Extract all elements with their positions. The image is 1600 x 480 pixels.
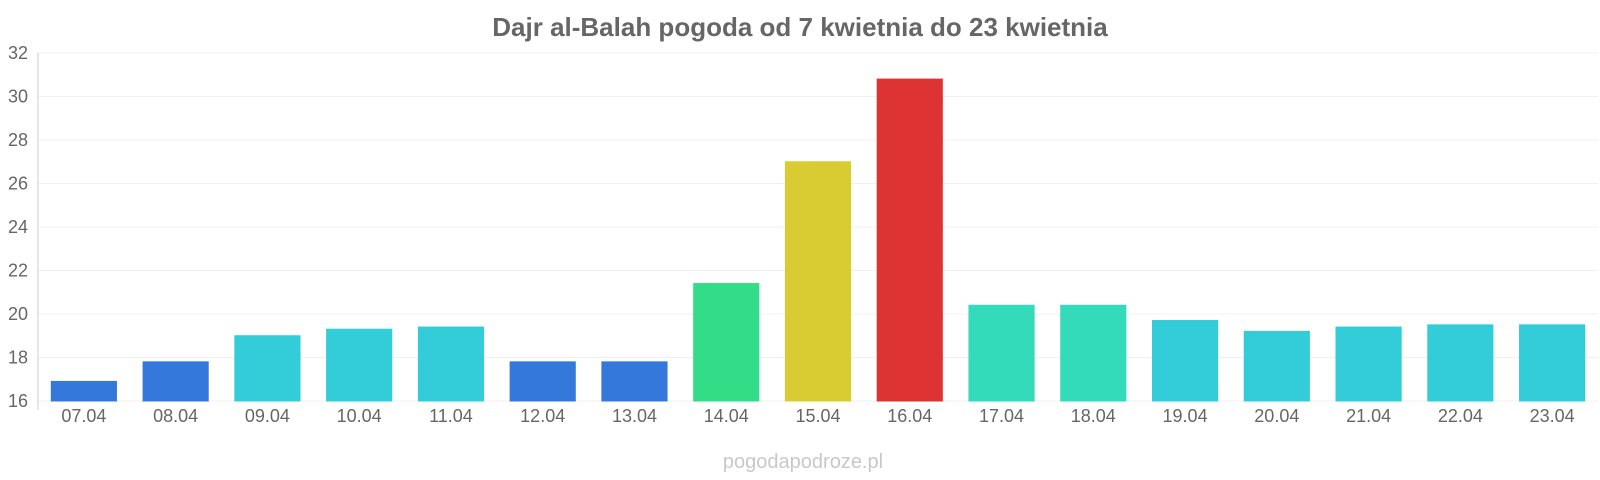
watermark: pogodapodroze.pl bbox=[723, 451, 883, 473]
y-tick-label: 20 bbox=[8, 304, 28, 324]
x-tick-label: 09.04 bbox=[245, 406, 290, 426]
x-tick-label: 08.04 bbox=[153, 406, 198, 426]
bar-21.04 bbox=[1335, 326, 1402, 402]
bar-18.04 bbox=[1060, 304, 1127, 402]
y-tick-label: 24 bbox=[8, 217, 28, 237]
x-tick-label: 20.04 bbox=[1254, 406, 1299, 426]
x-tick-label: 13.04 bbox=[612, 406, 657, 426]
bar-09.04 bbox=[234, 335, 301, 402]
bar-19.04 bbox=[1151, 320, 1219, 402]
x-tick-label: 11.04 bbox=[429, 406, 473, 426]
bar-20.04 bbox=[1243, 330, 1310, 402]
x-tick-label: 19.04 bbox=[1163, 406, 1208, 426]
bar-17.04 bbox=[968, 304, 1035, 402]
y-tick-label: 18 bbox=[8, 348, 28, 368]
x-tick-label: 21.04 bbox=[1346, 406, 1391, 426]
y-tick-label: 26 bbox=[8, 174, 28, 194]
y-tick-label: 16 bbox=[8, 391, 28, 411]
x-tick-label: 12.04 bbox=[520, 406, 565, 426]
y-tick-label: 30 bbox=[8, 87, 28, 107]
bar-08.04 bbox=[142, 361, 209, 402]
chart-title: Dajr al-Balah pogoda od 7 kwietnia do 23… bbox=[492, 12, 1108, 42]
x-tick-label: 15.04 bbox=[795, 406, 840, 426]
bar-11.04 bbox=[417, 326, 485, 402]
y-tick-label: 28 bbox=[8, 130, 28, 150]
y-tick-label: 22 bbox=[8, 261, 28, 281]
bar-13.04 bbox=[601, 361, 668, 402]
x-tick-label: 22.04 bbox=[1438, 406, 1483, 426]
x-tick-label: 14.04 bbox=[704, 406, 749, 426]
bar-16.04 bbox=[876, 78, 943, 402]
bar-10.04 bbox=[326, 328, 393, 402]
x-tick-label: 16.04 bbox=[887, 406, 932, 426]
x-tick-label: 17.04 bbox=[979, 406, 1024, 426]
y-axis-ticks: 16 18 20 22 24 26 28 30 32 bbox=[8, 43, 28, 411]
bar-14.04 bbox=[693, 283, 760, 402]
x-tick-label: 10.04 bbox=[337, 406, 382, 426]
bar-15.04 bbox=[784, 161, 852, 402]
bar-12.04 bbox=[509, 361, 576, 402]
bar-22.04 bbox=[1427, 324, 1494, 402]
bar-07.04 bbox=[50, 380, 117, 402]
x-axis-ticks: 07.04 08.04 09.04 10.04 11.04 12.04 13.04 14.04… bbox=[61, 406, 1574, 426]
x-tick-label: 18.04 bbox=[1071, 406, 1116, 426]
x-tick-label: 07.04 bbox=[61, 406, 106, 426]
bar-23.04 bbox=[1519, 324, 1586, 402]
y-tick-label: 32 bbox=[8, 43, 28, 63]
bars bbox=[50, 78, 1586, 402]
x-tick-label: 23.04 bbox=[1530, 406, 1575, 426]
